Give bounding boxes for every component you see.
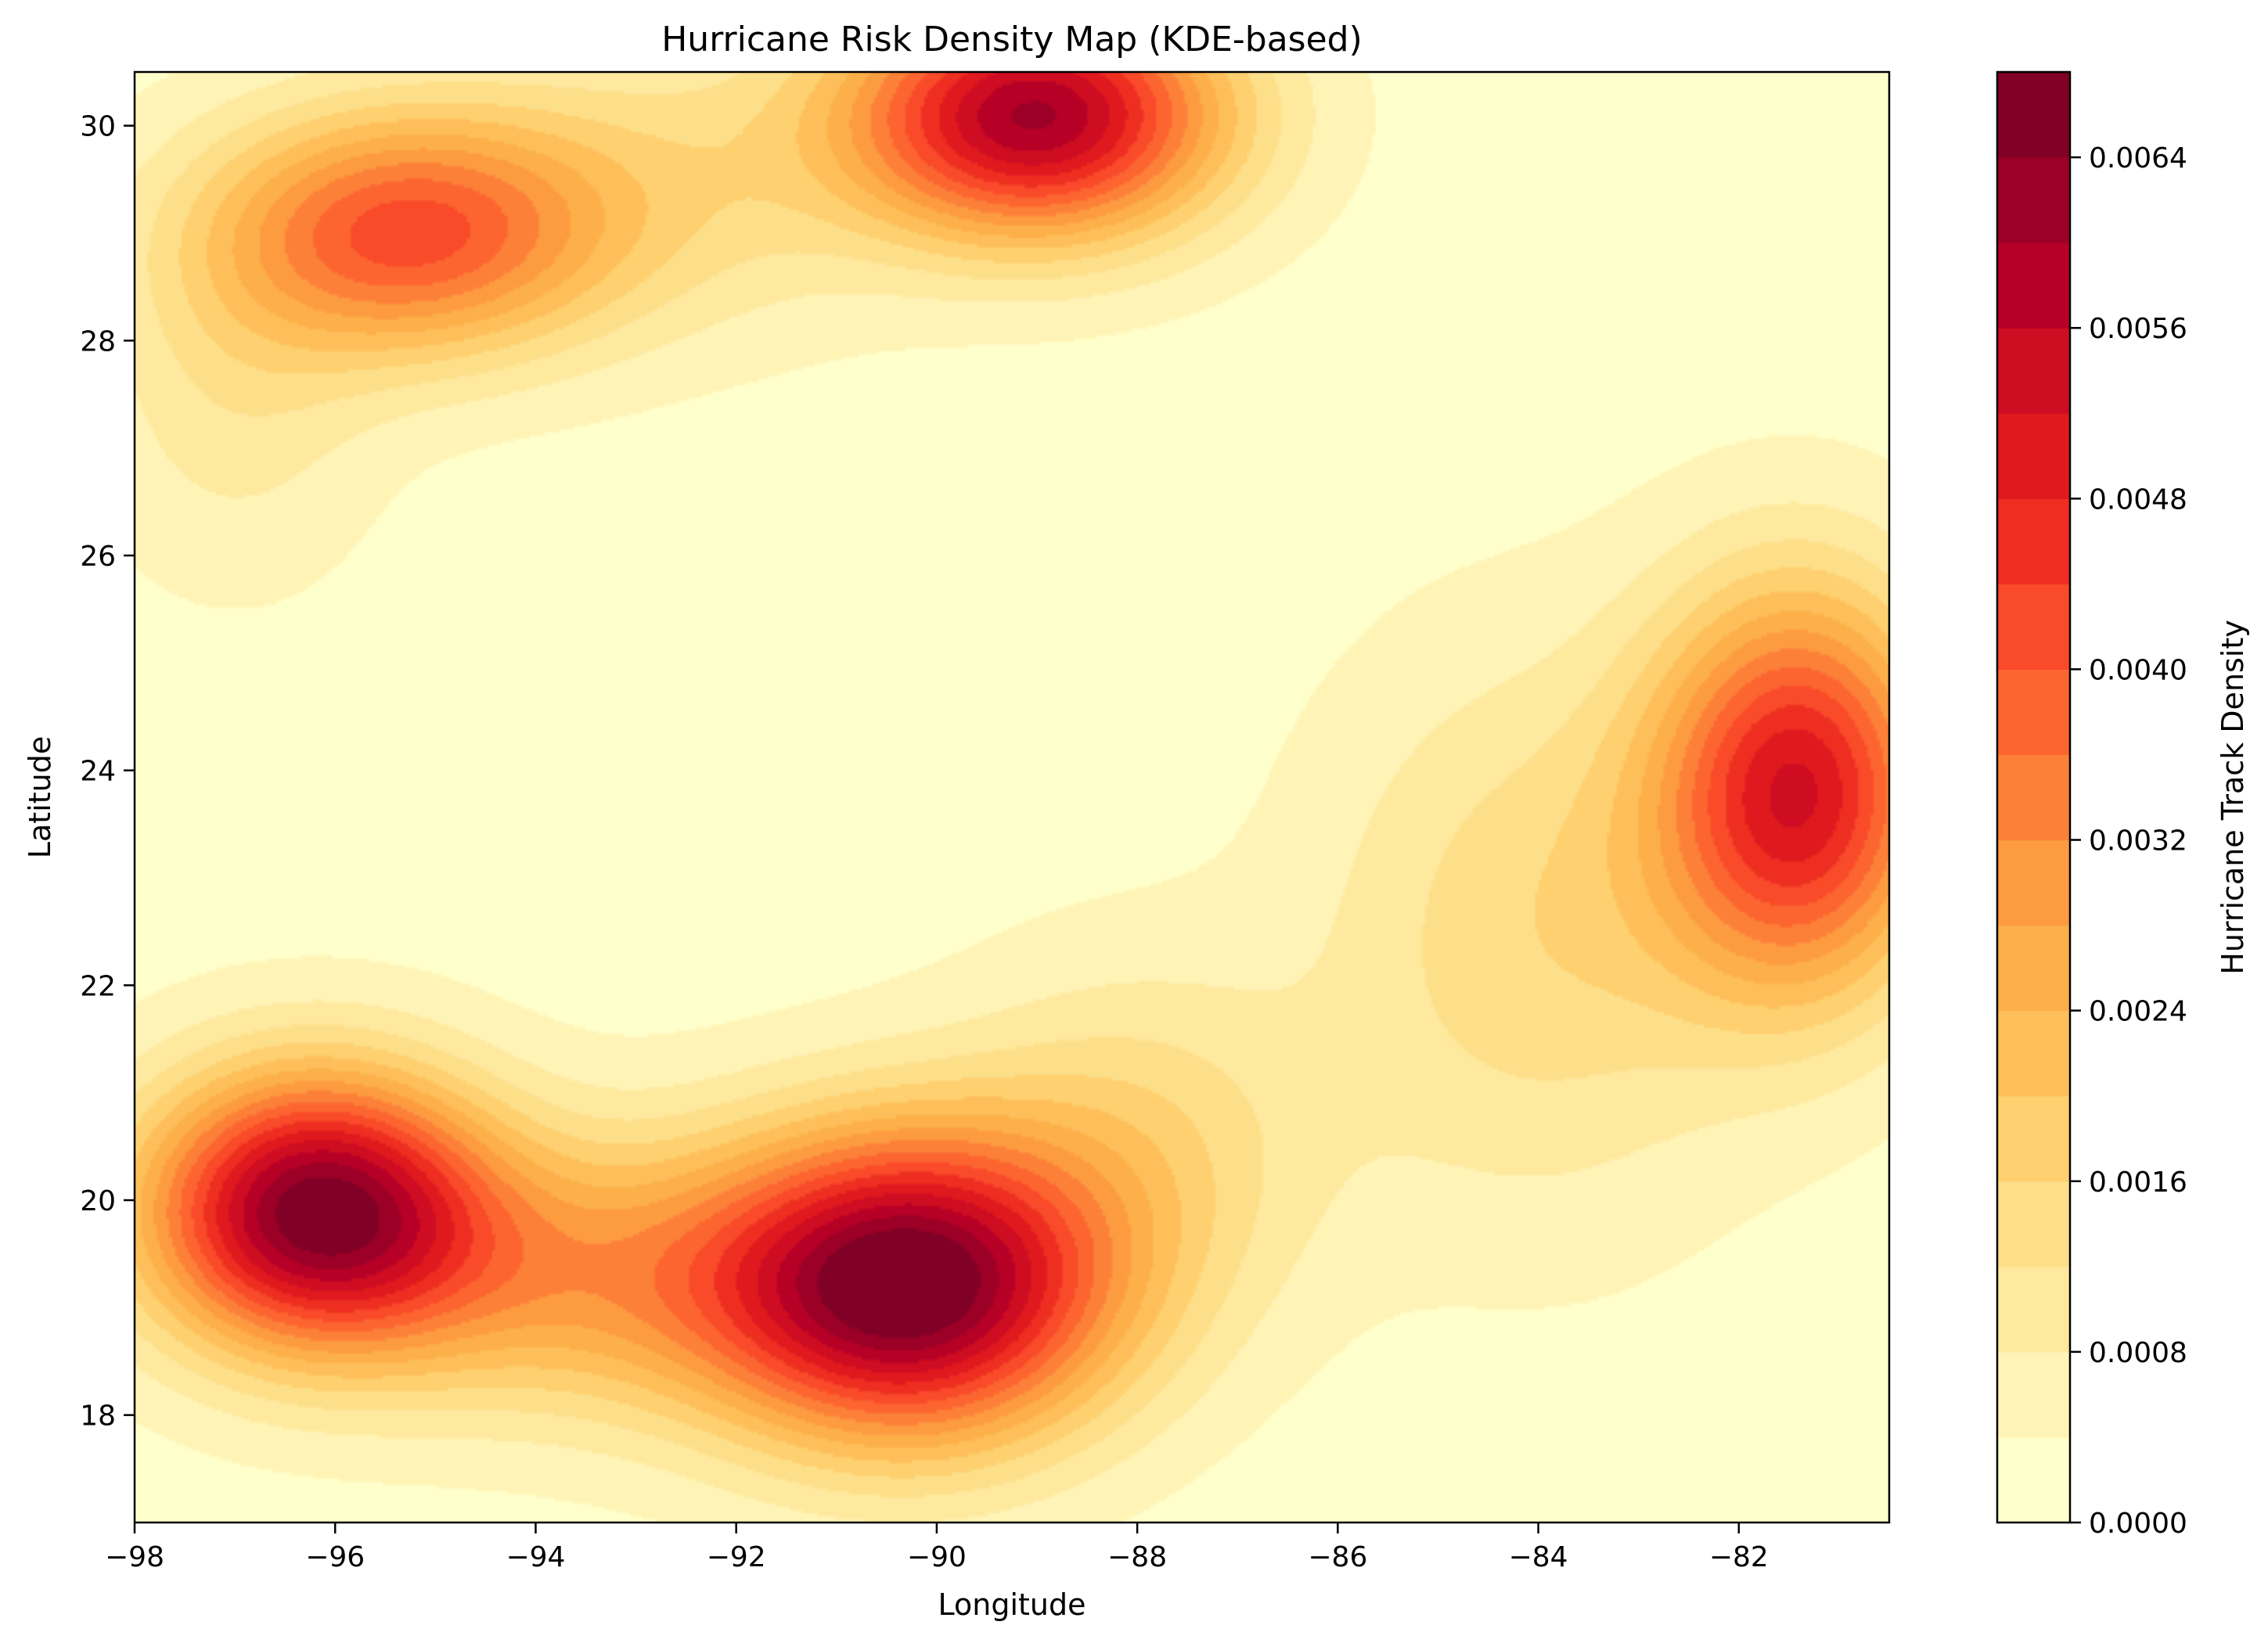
x-axis-label: Longitude — [938, 1587, 1086, 1622]
colorbar-tick-label: 0.0024 — [2089, 996, 2187, 1028]
x-tick-label: −92 — [707, 1541, 766, 1573]
colorbar-band — [1997, 243, 2070, 329]
colorbar-frame — [1996, 70, 2072, 1524]
x-tick-label: −98 — [105, 1541, 164, 1573]
y-tick-label: 24 — [80, 756, 116, 788]
colorbar-bands — [1997, 72, 2070, 1523]
x-tick-label: −88 — [1107, 1541, 1167, 1573]
colorbar-band — [1997, 72, 2070, 158]
colorbar-band — [1997, 1095, 2070, 1182]
plot-frame — [133, 70, 1891, 1524]
colorbar-ticks: 0.0000 0.0008 0.0016 0.0024 0.0032 0.0040 0.00… — [2070, 142, 2187, 1540]
x-tick-label: −84 — [1509, 1541, 1568, 1573]
colorbar-band — [1997, 669, 2070, 756]
x-tick-label: −82 — [1709, 1541, 1769, 1573]
y-tick-label: 18 — [80, 1400, 116, 1433]
colorbar-tick-label: 0.0016 — [2089, 1167, 2187, 1199]
colorbar-band — [1997, 413, 2070, 499]
x-tick-label: −96 — [305, 1541, 365, 1573]
colorbar-band — [1997, 1010, 2070, 1097]
x-tick-label: −86 — [1308, 1541, 1367, 1573]
x-tick-label: −90 — [907, 1541, 967, 1573]
y-axis: 18 20 22 24 26 28 30 — [80, 111, 135, 1433]
colorbar-band — [1997, 1181, 2070, 1267]
colorbar: 0.0000 0.0008 0.0016 0.0024 0.0032 0.0040 0.00… — [1996, 70, 2250, 1540]
x-axis: −98 −96 −94 −92 −90 −88 −86 −84 −82 — [105, 1523, 1769, 1573]
colorbar-band — [1997, 498, 2070, 584]
y-tick-label: 20 — [80, 1185, 116, 1217]
x-tick-label: −94 — [506, 1541, 565, 1573]
y-tick-label: 22 — [80, 970, 116, 1002]
colorbar-band — [1997, 157, 2070, 243]
y-axis-label: Latitude — [23, 736, 57, 858]
colorbar-label: Hurricane Track Density — [2216, 620, 2250, 975]
density-contour-image — [135, 72, 1889, 1523]
colorbar-band — [1997, 925, 2070, 1012]
y-tick-label: 28 — [80, 325, 116, 358]
colorbar-tick-label: 0.0040 — [2089, 654, 2187, 686]
colorbar-band — [1997, 1266, 2070, 1353]
colorbar-band — [1997, 584, 2070, 671]
colorbar-tick-label: 0.0056 — [2089, 313, 2187, 345]
colorbar-band — [1997, 754, 2070, 841]
colorbar-band — [1997, 1436, 2070, 1523]
colorbar-band — [1997, 328, 2070, 414]
colorbar-tick-label: 0.0064 — [2089, 142, 2187, 174]
colorbar-tick-label: 0.0000 — [2089, 1508, 2187, 1540]
colorbar-band — [1997, 1351, 2070, 1438]
colorbar-tick-label: 0.0032 — [2089, 825, 2187, 857]
colorbar-tick-label: 0.0048 — [2089, 484, 2187, 516]
colorbar-band — [1997, 839, 2070, 926]
chart-title: Hurricane Risk Density Map (KDE-based) — [661, 20, 1363, 59]
y-tick-label: 26 — [80, 541, 116, 573]
colorbar-tick-label: 0.0008 — [2089, 1337, 2187, 1369]
plot-area — [133, 70, 1891, 1524]
y-tick-label: 30 — [80, 111, 116, 143]
